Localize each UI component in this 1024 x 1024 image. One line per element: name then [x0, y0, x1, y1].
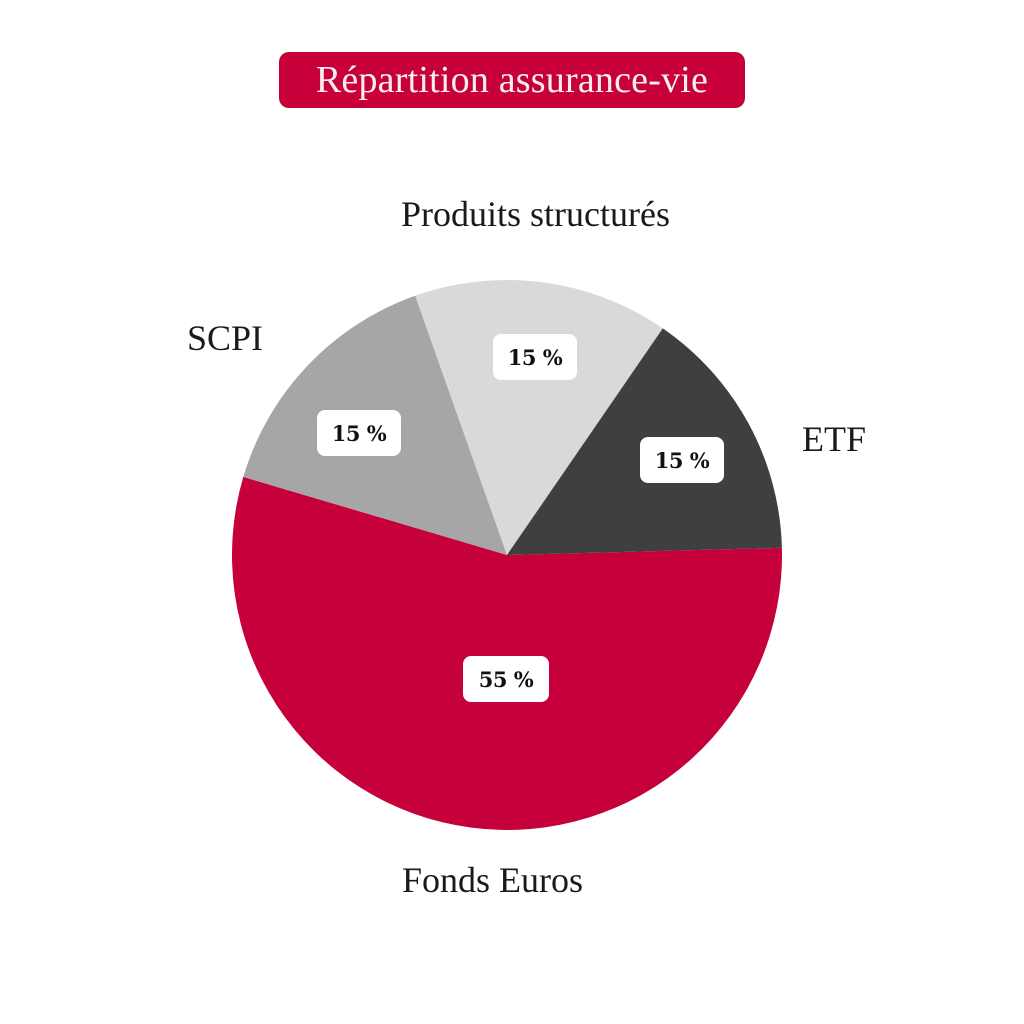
label-produits-structures: Produits structurés [401, 194, 670, 234]
percent-value: 15 % [331, 420, 387, 446]
percent-badge-scpi: 15 % [317, 410, 401, 456]
chart-title-badge: Répartition assurance-vie [279, 52, 745, 108]
pie-slice-fonds-euros [232, 476, 783, 830]
percent-badge-fonds-euros: 55 % [463, 656, 549, 702]
percent-value: 55 % [478, 666, 534, 692]
chart-title: Répartition assurance-vie [315, 59, 709, 101]
pie-slice-produits-structures [415, 279, 663, 555]
label-fonds-euros: Fonds Euros [402, 860, 584, 900]
label-scpi: SCPI [187, 318, 264, 358]
label-etf: ETF [802, 419, 867, 459]
percent-badge-etf: 15 % [640, 437, 724, 483]
percent-value: 15 % [507, 344, 563, 370]
percent-value: 15 % [654, 447, 710, 473]
percent-badge-produits-structures: 15 % [493, 334, 577, 380]
